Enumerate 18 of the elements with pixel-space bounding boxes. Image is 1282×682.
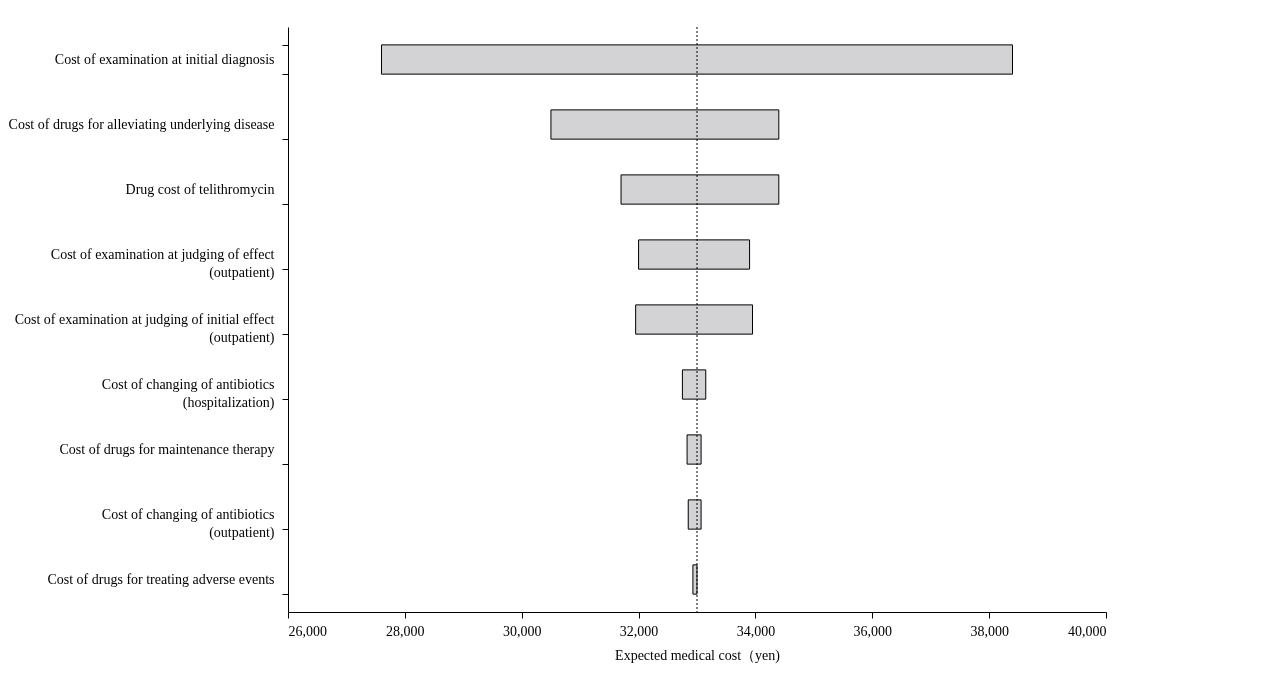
y-tick-label: Cost of drugs for maintenance therapy [59, 442, 275, 457]
y-tick-label: Cost of examination at initial diagnosis [54, 52, 275, 67]
y-tick-label: Cost of changing of antibiotics (outpatient) [101, 507, 275, 541]
x-tick-label: 26,000 [288, 623, 327, 639]
x-tick-label: 38,000 [970, 623, 1009, 639]
x-tick-label: 28,000 [386, 623, 425, 639]
x-tick-label: 40,000 [1068, 623, 1107, 639]
y-tick-label: Cost of changing of antibiotics (hospitalization) [101, 377, 275, 411]
y-tick-label: Drug cost of telithromycin [125, 182, 275, 197]
y-tick-label: Cost of examination at judging of initial effect (outpatient) [14, 312, 275, 346]
x-tick-label: 36,000 [853, 623, 893, 639]
y-tick-label: Cost of examination at judging of effect (outpatient) [50, 247, 275, 281]
y-tick-label: Cost of drugs for treating adverse events [47, 572, 275, 587]
y-tick-label: Cost of drugs for alleviating underlying disease [8, 117, 275, 132]
x-tick-label: 32,000 [619, 623, 659, 639]
x-tick-label: 30,000 [502, 623, 542, 639]
x-tick-label: 34,000 [736, 623, 776, 639]
x-axis-title: Expected medical cost（yen) [615, 647, 781, 664]
